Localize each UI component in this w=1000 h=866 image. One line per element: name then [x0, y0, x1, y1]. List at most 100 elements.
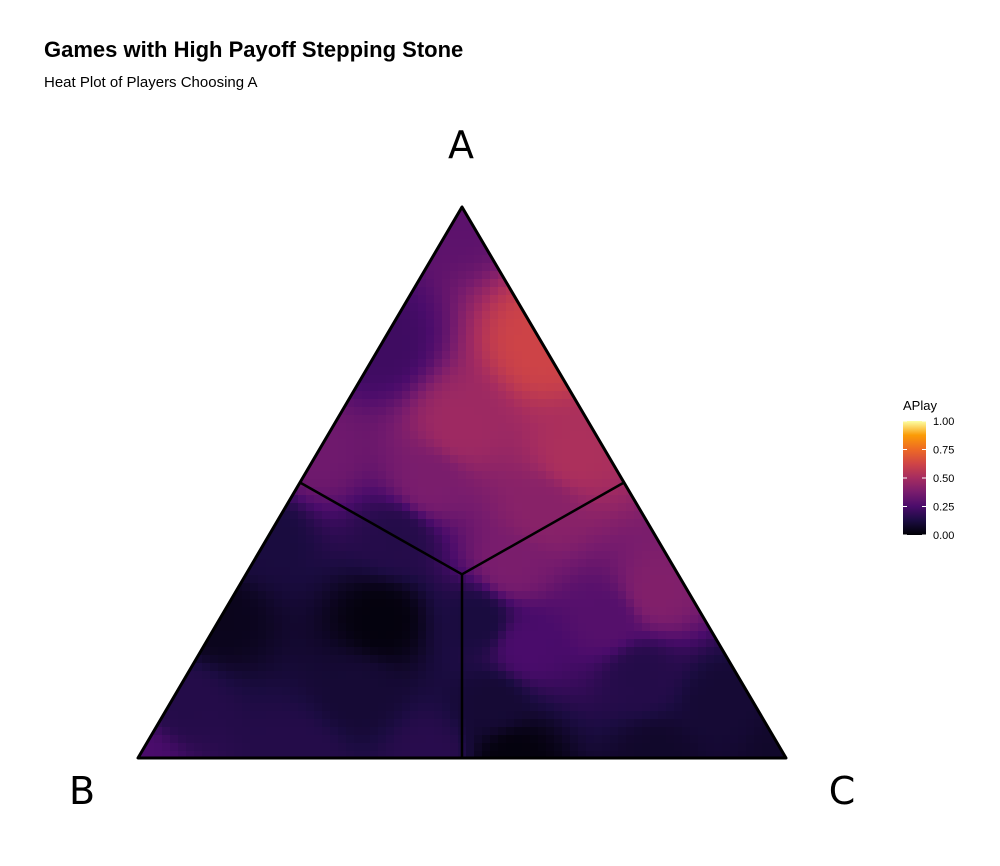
heat-cell — [402, 575, 411, 584]
heat-cell — [738, 567, 747, 576]
heat-cell — [538, 511, 547, 520]
heat-cell — [242, 439, 251, 448]
heat-cell — [490, 455, 499, 464]
heat-cell — [674, 527, 683, 536]
heat-cell — [138, 423, 147, 432]
heat-cell — [378, 303, 387, 312]
heat-cell — [170, 247, 179, 256]
heat-cell — [138, 567, 147, 576]
heat-cell — [618, 495, 627, 504]
heat-cell — [290, 559, 299, 568]
heat-cell — [626, 567, 635, 576]
heat-cell — [754, 431, 763, 440]
heat-cell — [274, 559, 283, 568]
heat-cell — [498, 639, 507, 648]
heat-cell — [450, 327, 459, 336]
heat-cell — [610, 503, 619, 512]
heat-cell — [410, 255, 419, 264]
heat-cell — [714, 239, 723, 248]
heat-cell — [522, 351, 531, 360]
heat-cell — [274, 527, 283, 536]
heat-cell — [346, 375, 355, 384]
heat-cell — [426, 375, 435, 384]
heat-cell — [410, 359, 419, 368]
heat-cell — [138, 583, 147, 592]
heat-cell — [338, 527, 347, 536]
heat-cell — [210, 407, 219, 416]
heat-cell — [346, 247, 355, 256]
heat-cell — [330, 687, 339, 696]
heat-cell — [434, 319, 443, 328]
heat-cell — [482, 231, 491, 240]
heat-cell — [482, 247, 491, 256]
heat-cell — [538, 375, 547, 384]
heat-cell — [570, 319, 579, 328]
heat-cell — [722, 607, 731, 616]
heat-cell — [482, 271, 491, 280]
heat-cell — [218, 303, 227, 312]
heat-cell — [730, 615, 739, 624]
heat-cell — [370, 511, 379, 520]
heat-cell — [194, 423, 203, 432]
heat-cell — [458, 559, 467, 568]
heat-cell — [498, 311, 507, 320]
heat-cell — [234, 639, 243, 648]
heat-cell — [698, 463, 707, 472]
heat-cell — [290, 631, 299, 640]
heat-cell — [674, 663, 683, 672]
heat-cell — [474, 247, 483, 256]
heat-cell — [314, 687, 323, 696]
heat-cell — [226, 615, 235, 624]
heat-cell — [514, 375, 523, 384]
heat-cell — [226, 463, 235, 472]
heat-cell — [498, 687, 507, 696]
heat-cell — [682, 439, 691, 448]
heat-cell — [762, 255, 771, 264]
heat-cell — [170, 639, 179, 648]
heat-cell — [626, 607, 635, 616]
heat-cell — [258, 455, 267, 464]
heat-cell — [290, 687, 299, 696]
heat-cell — [258, 463, 267, 472]
heat-cell — [314, 423, 323, 432]
heat-cell — [146, 583, 155, 592]
heat-cell — [434, 663, 443, 672]
heat-cell — [138, 591, 147, 600]
heat-cell — [722, 599, 731, 608]
heat-cell — [778, 463, 786, 472]
heat-cell — [426, 271, 435, 280]
heat-cell — [370, 431, 379, 440]
heat-cell — [274, 231, 283, 240]
heat-cell — [226, 559, 235, 568]
heat-cell — [162, 399, 171, 408]
heat-cell — [538, 303, 547, 312]
heat-cell — [762, 663, 771, 672]
heat-cell — [610, 399, 619, 408]
heat-cell — [586, 343, 595, 352]
heat-cell — [178, 247, 187, 256]
heat-cell — [666, 279, 675, 288]
heat-cell — [586, 383, 595, 392]
heat-cell — [186, 631, 195, 640]
heat-cell — [194, 527, 203, 536]
heat-cell — [242, 551, 251, 560]
heat-cell — [546, 471, 555, 480]
heat-cell — [322, 271, 331, 280]
heat-cell — [474, 327, 483, 336]
heat-cell — [202, 327, 211, 336]
heat-cell — [330, 231, 339, 240]
heat-cell — [250, 231, 259, 240]
heat-cell — [482, 223, 491, 232]
heat-cell — [610, 343, 619, 352]
heat-cell — [586, 655, 595, 664]
heat-cell — [634, 583, 643, 592]
heat-cell — [306, 407, 315, 416]
heat-cell — [314, 263, 323, 272]
heat-cell — [258, 215, 267, 224]
heat-cell — [522, 343, 531, 352]
heat-cell — [714, 423, 723, 432]
heat-cell — [746, 271, 755, 280]
heat-cell — [474, 559, 483, 568]
heat-cell — [242, 367, 251, 376]
heat-cell — [538, 639, 547, 648]
